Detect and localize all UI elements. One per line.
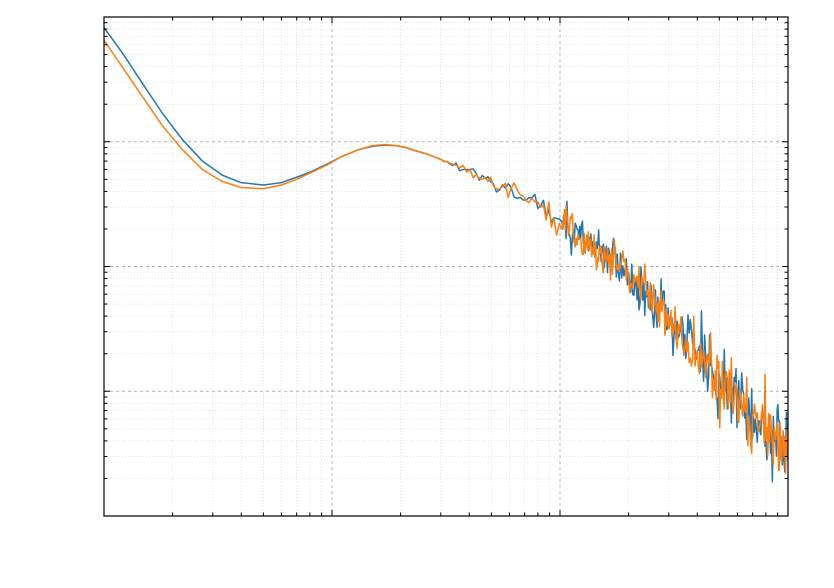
chart-canvas [0,0,834,588]
spectrum-chart [0,0,834,588]
